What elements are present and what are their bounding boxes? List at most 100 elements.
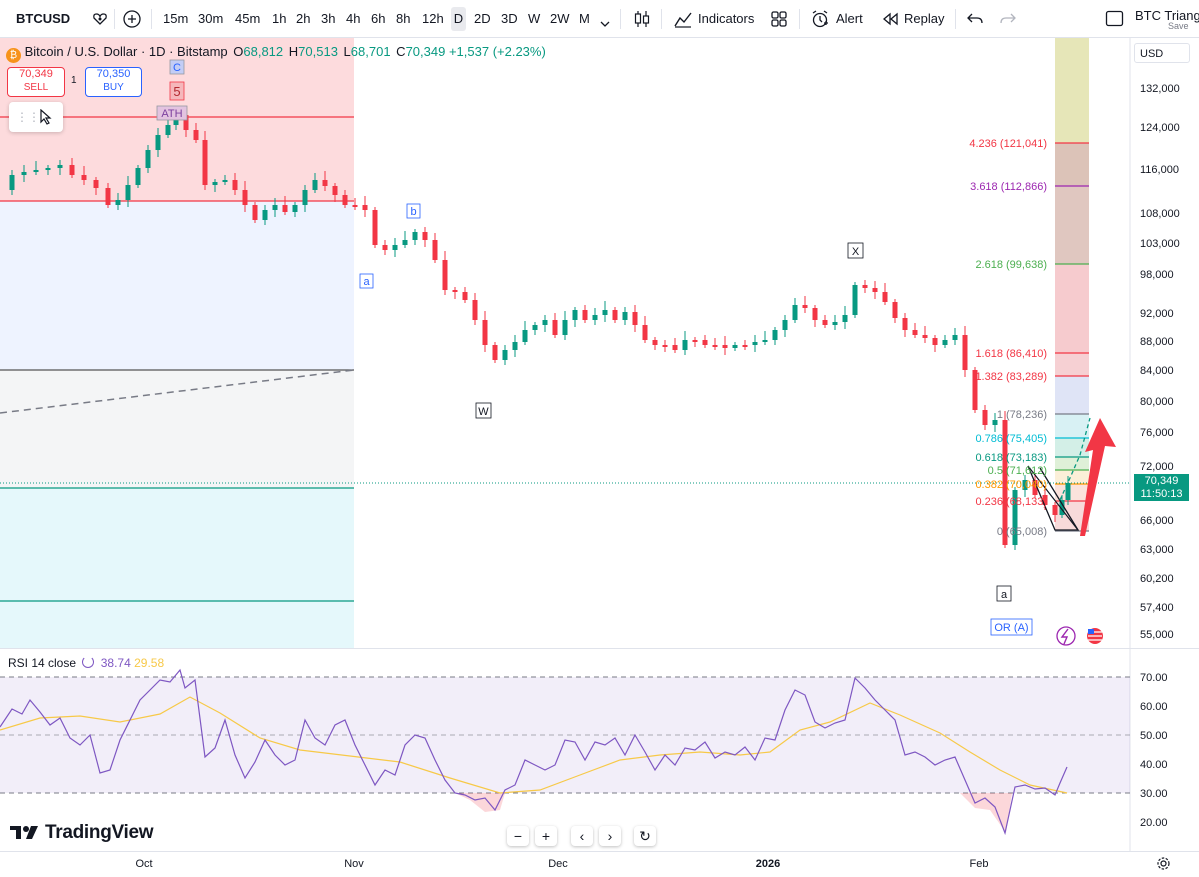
fib-label: 1 (78,236) bbox=[997, 409, 1047, 421]
candle-body bbox=[492, 345, 498, 360]
time-axis-labels[interactable]: Oct Nov Dec 2026 Feb bbox=[135, 858, 988, 870]
timeframe-6h[interactable]: 6h bbox=[371, 11, 386, 26]
candle-type-icon[interactable] bbox=[633, 9, 651, 34]
price-tick: 55,000 bbox=[1140, 629, 1174, 641]
currency-label: USD bbox=[1140, 48, 1164, 60]
timeframe-3D[interactable]: 3D bbox=[501, 11, 518, 26]
candle-body bbox=[812, 308, 818, 320]
indicators-icon[interactable] bbox=[673, 9, 693, 34]
drag-handle-icon[interactable]: ⋮⋮ bbox=[16, 110, 40, 124]
cursor-icon[interactable] bbox=[39, 108, 53, 130]
timeframe-30m[interactable]: 30m bbox=[198, 11, 224, 26]
candle-body bbox=[472, 300, 478, 320]
add-symbol-icon[interactable] bbox=[122, 9, 142, 34]
buy-button[interactable]: 70,350 BUY bbox=[85, 67, 142, 97]
layout-title[interactable]: BTC Triangl bbox=[1135, 8, 1199, 23]
legend-open-label: O bbox=[233, 44, 244, 59]
main-chart[interactable]: 132,000 124,000 116,000 108,000 103,000 98,00… bbox=[0, 38, 1199, 877]
scroll-left-button[interactable]: ‹ bbox=[571, 826, 593, 846]
time-tick: Oct bbox=[135, 858, 152, 870]
candle-body bbox=[532, 325, 538, 330]
candle-body bbox=[125, 185, 131, 200]
timeframe-2D[interactable]: 2D bbox=[474, 11, 491, 26]
timeframe-4h[interactable]: 4h bbox=[346, 11, 361, 26]
symbol-search[interactable]: BTCUSD bbox=[6, 7, 114, 31]
candle-body bbox=[792, 305, 798, 320]
candle-body bbox=[135, 168, 141, 185]
candle-body bbox=[282, 205, 288, 212]
wave-a-box bbox=[359, 273, 374, 289]
order-quantity[interactable]: 1 bbox=[71, 75, 77, 86]
wave-b-label: b bbox=[410, 206, 416, 218]
alert-button[interactable]: Alert bbox=[836, 11, 863, 26]
timeframe-8h[interactable]: 8h bbox=[396, 11, 411, 26]
candle-body bbox=[662, 345, 668, 347]
chevron-down-icon[interactable] bbox=[600, 15, 610, 33]
timeframe-45m[interactable]: 45m bbox=[235, 11, 261, 26]
candle-body bbox=[972, 370, 978, 410]
sell-button[interactable]: 70,349 SELL bbox=[7, 67, 65, 97]
candle-body bbox=[522, 330, 528, 342]
fib-label: 0.236 (68,133) bbox=[975, 496, 1047, 508]
candle-body bbox=[252, 205, 258, 220]
replay-button[interactable]: Replay bbox=[904, 11, 945, 26]
candle-body bbox=[69, 165, 75, 175]
wave-5-box bbox=[169, 81, 185, 101]
candle-body bbox=[582, 310, 588, 320]
tv-logo-icon bbox=[10, 824, 40, 846]
candle-body bbox=[912, 330, 918, 335]
candle-body bbox=[502, 350, 508, 360]
candle-body bbox=[21, 172, 27, 175]
candle-body bbox=[982, 410, 988, 425]
timeframe-2h[interactable]: 2h bbox=[296, 11, 311, 26]
legend-low-label: L bbox=[343, 44, 351, 59]
symbol-label: BTCUSD bbox=[16, 11, 71, 26]
candle-body bbox=[652, 340, 658, 345]
legend-title[interactable]: Bitcoin / U.S. Dollar · 1D · Bitstamp bbox=[24, 44, 228, 59]
timeframe-M[interactable]: M bbox=[579, 11, 590, 26]
timeframe-12h[interactable]: 12h bbox=[422, 11, 444, 26]
zoom-in-button[interactable]: + bbox=[535, 826, 557, 846]
price-axis-labels[interactable]: 132,000 124,000 116,000 108,000 103,000 98,00… bbox=[1140, 83, 1180, 641]
alarm-clock-icon[interactable] bbox=[810, 9, 830, 34]
rsi-name[interactable]: RSI 14 close bbox=[8, 656, 77, 670]
timeframe-D-selected[interactable]: D bbox=[451, 7, 466, 31]
timeframe-3h[interactable]: 3h bbox=[321, 11, 336, 26]
timeframe-15m[interactable]: 15m bbox=[163, 11, 189, 26]
tv-logo-text: TradingView bbox=[44, 822, 154, 843]
replay-icon[interactable] bbox=[881, 11, 899, 32]
rsi-axis-labels[interactable]: 70.00 60.00 50.00 40.00 30.00 20.00 bbox=[1140, 672, 1168, 829]
candle-body bbox=[732, 345, 738, 348]
symbol-logo-icon: ₿ bbox=[6, 48, 21, 63]
undo-icon[interactable] bbox=[966, 11, 984, 32]
events-icon[interactable] bbox=[1056, 626, 1076, 646]
currency-selector[interactable]: USD bbox=[1134, 43, 1190, 63]
candle-body bbox=[872, 288, 878, 292]
legend-close: 70,349 bbox=[405, 44, 446, 59]
zoom-out-button[interactable]: − bbox=[507, 826, 529, 846]
candle-body bbox=[462, 292, 468, 300]
tradingview-logo[interactable]: TradingView bbox=[10, 822, 154, 846]
flag-icon[interactable] bbox=[1087, 628, 1103, 644]
candle-body bbox=[682, 340, 688, 350]
candle-body bbox=[762, 340, 768, 342]
rsi-tick: 20.00 bbox=[1140, 817, 1168, 829]
layout-icon[interactable] bbox=[1105, 10, 1124, 32]
scroll-right-button[interactable]: › bbox=[599, 826, 621, 846]
candle-body bbox=[392, 245, 398, 250]
timeframe-1h[interactable]: 1h bbox=[272, 11, 287, 26]
favorite-icon[interactable] bbox=[92, 11, 108, 32]
timeframe-W[interactable]: W bbox=[528, 11, 541, 26]
reset-chart-button[interactable]: ↻ bbox=[634, 826, 656, 846]
save-label[interactable]: Save bbox=[1168, 21, 1189, 31]
templates-icon[interactable] bbox=[770, 10, 788, 33]
timeframe-2W[interactable]: 2W bbox=[550, 11, 570, 26]
candle-body bbox=[45, 168, 51, 170]
indicators-button[interactable]: Indicators bbox=[698, 11, 755, 26]
redo-icon[interactable] bbox=[999, 11, 1017, 32]
candle-body bbox=[852, 285, 858, 315]
settings-gear-icon[interactable] bbox=[1156, 856, 1171, 876]
wave-w-label: W bbox=[478, 406, 489, 418]
rsi-band bbox=[0, 677, 1130, 793]
fib-band bbox=[1055, 186, 1089, 264]
